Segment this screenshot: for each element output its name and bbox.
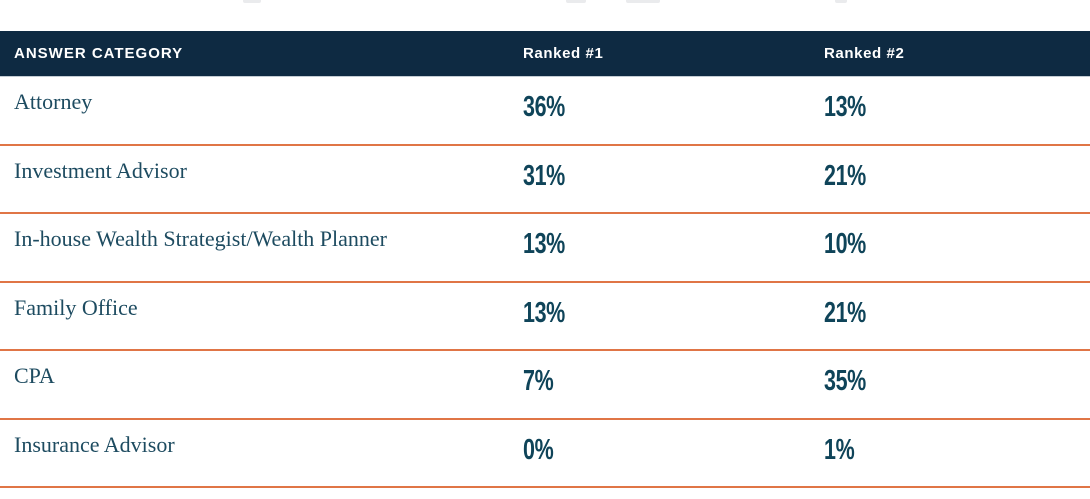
ranked-2-value: 1% [824,433,855,466]
ranked-2-value: 21% [824,296,866,329]
table-row: Family Office 13% 21% [0,283,1090,351]
table-row: Investment Advisor 31% 21% [0,146,1090,214]
ranked-2-cell: 21% [824,295,1090,330]
cropped-text-artifact [626,0,660,3]
answer-category-cell: Investment Advisor [14,157,187,183]
ranked-2-value: 21% [824,159,866,192]
ranked-1-cell: 7% [523,363,824,398]
ranked-1-value: 13% [523,228,565,260]
ranked-2-cell: 21% [824,158,1090,193]
table-body: Attorney 36% 13% Investment Advisor 31% … [0,77,1090,488]
answer-category-cell: Insurance Advisor [14,431,175,457]
ranked-1-value: 7% [523,365,554,397]
ranked-1-cell: 13% [523,295,824,330]
ranked-2-cell: 13% [824,89,1090,124]
ranked-1-cell: 31% [523,158,824,193]
column-header-ranked-1: Ranked #1 [523,45,604,62]
answer-category-cell: Family Office [14,294,138,320]
answer-category-cell: CPA [14,363,55,388]
ranked-2-cell: 10% [824,226,1090,261]
table-row: CPA 7% 35% [0,351,1090,420]
column-header-answer-category: ANSWER CATEGORY [14,45,184,62]
ranked-2-value: 10% [824,228,866,260]
ranked-2-cell: 1% [824,432,1090,467]
table-header-row: ANSWER CATEGORY Ranked #1 Ranked #2 [0,31,1090,77]
ranked-advisors-table: ANSWER CATEGORY Ranked #1 Ranked #2 Atto… [0,31,1090,488]
ranked-1-cell: 0% [523,432,824,467]
ranked-2-value: 35% [824,365,866,397]
cropped-text-artifact [566,0,586,3]
ranked-1-cell: 13% [523,226,824,261]
column-header-ranked-2: Ranked #2 [824,45,905,62]
ranked-1-value: 31% [523,159,565,192]
ranked-2-cell: 35% [824,363,1090,398]
cropped-text-artifact [243,0,261,3]
table-row: Insurance Advisor 0% 1% [0,420,1090,488]
table-row: In-house Wealth Strategist/Wealth Planne… [0,214,1090,283]
answer-category-cell: Attorney [14,89,93,114]
ranked-2-value: 13% [824,91,866,123]
ranked-1-cell: 36% [523,89,824,124]
ranked-1-value: 0% [523,433,554,466]
cropped-text-artifact [835,0,847,3]
answer-category-cell: In-house Wealth Strategist/Wealth Planne… [14,226,388,251]
ranked-1-value: 13% [523,296,565,329]
table-row: Attorney 36% 13% [0,77,1090,146]
ranked-1-value: 36% [523,91,565,123]
